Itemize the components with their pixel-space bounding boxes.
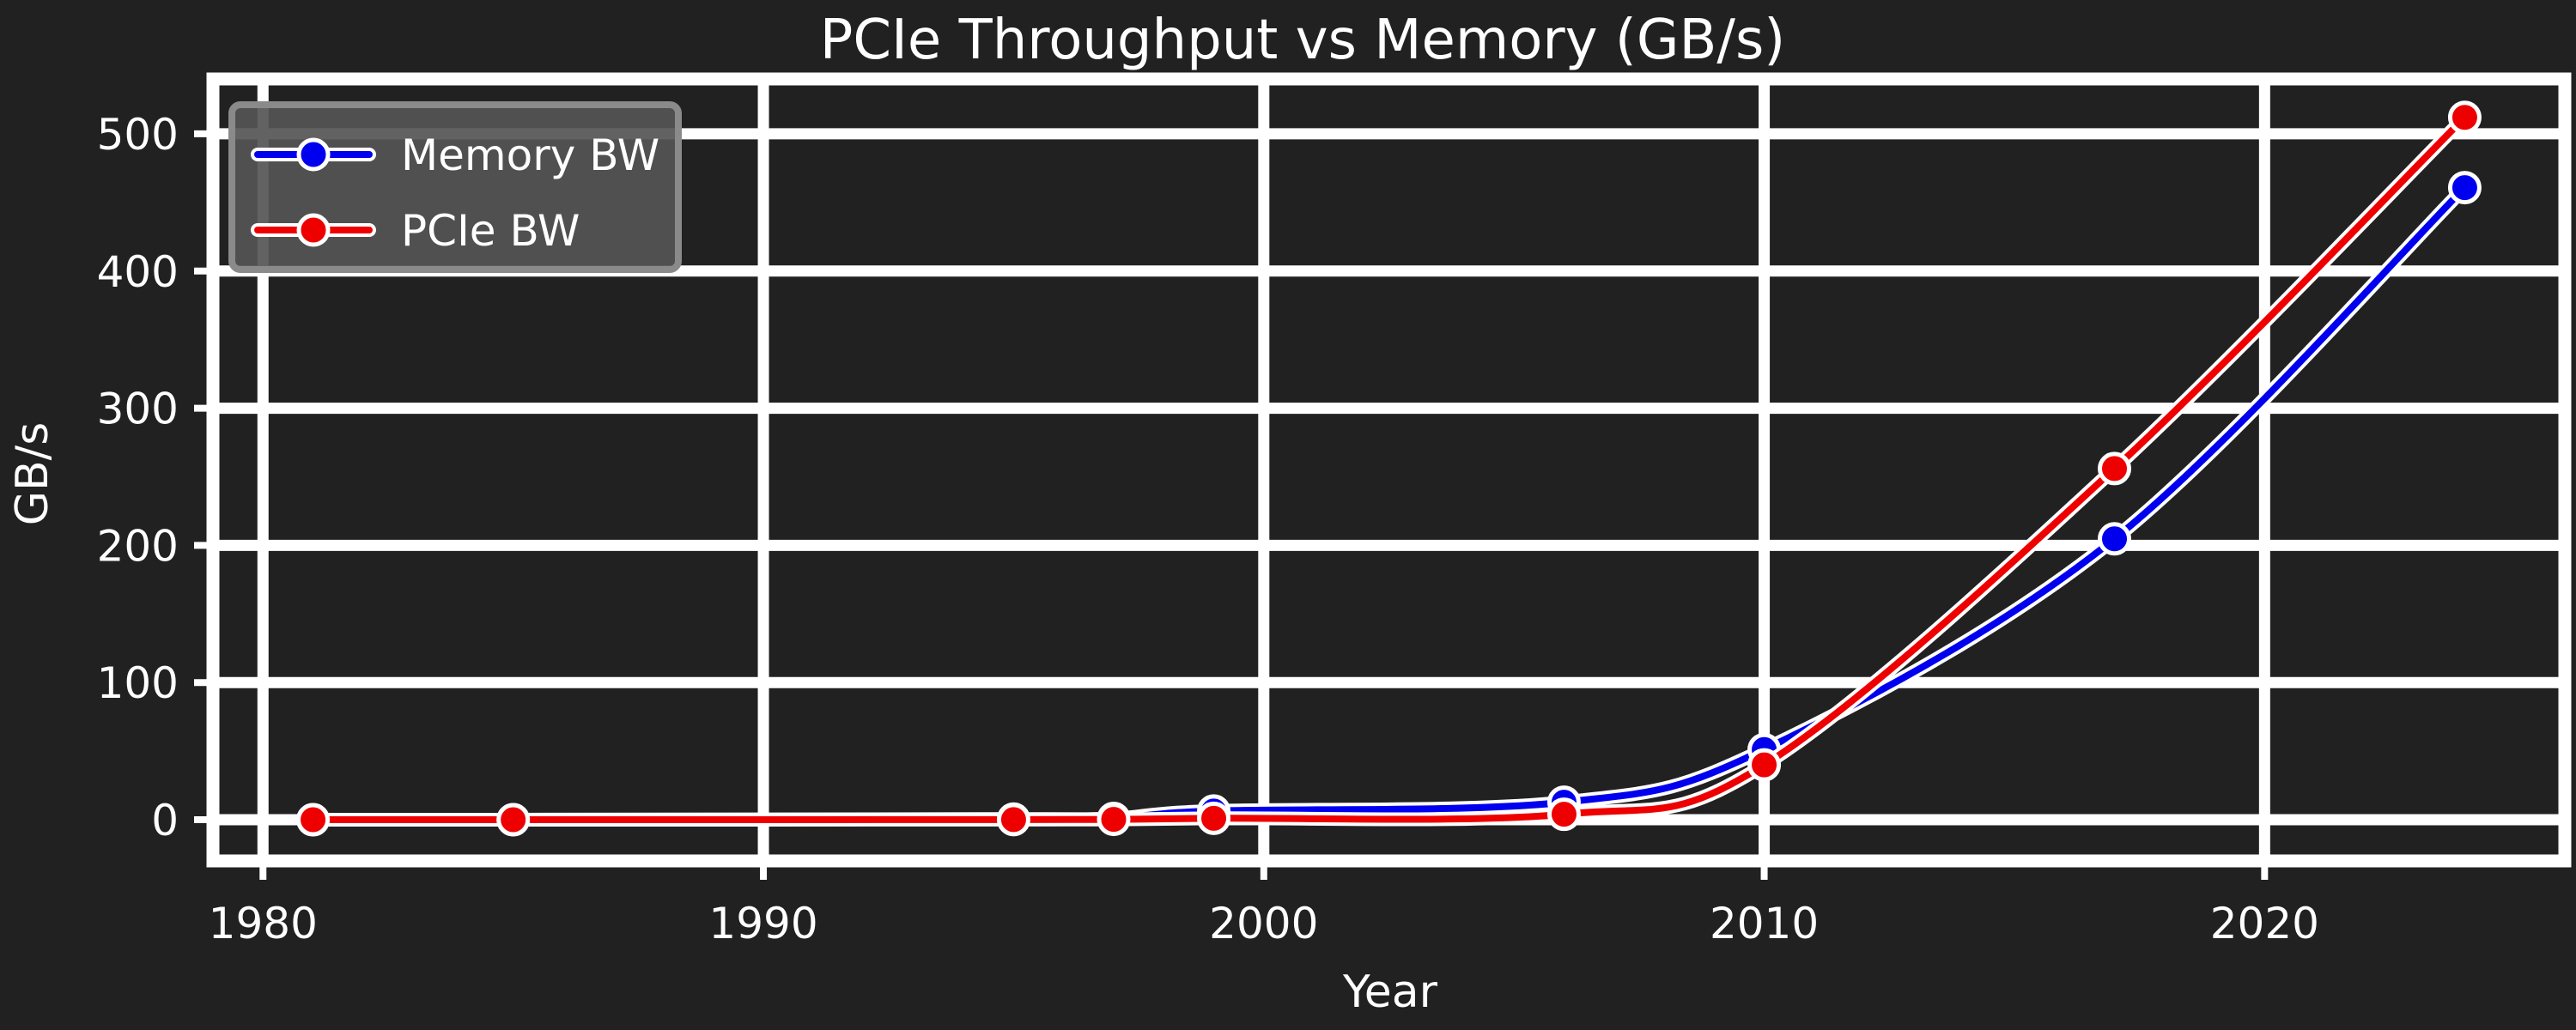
data-point xyxy=(2098,522,2132,556)
x-tick-label: 2020 xyxy=(2210,899,2319,948)
x-tick-label: 2010 xyxy=(1710,899,1819,948)
series-line xyxy=(309,184,2469,824)
plot-frame xyxy=(206,72,2572,868)
data-point xyxy=(2447,171,2482,205)
legend-label: Memory BW xyxy=(401,130,659,180)
data-point xyxy=(296,803,331,837)
y-tick-label: 200 xyxy=(97,521,179,571)
legend: Memory BW PCIe BW xyxy=(228,101,682,273)
y-axis-label: GB/s xyxy=(7,422,58,526)
data-point xyxy=(996,803,1030,837)
x-axis-label: Year xyxy=(1342,966,1438,1018)
data-point xyxy=(1097,803,1131,837)
axis-ticks: 1980 1990 2000 2010 2020 0 100 200 300 400 500 xyxy=(97,110,2319,948)
data-series xyxy=(296,100,2482,837)
data-point xyxy=(1546,797,1581,832)
data-point xyxy=(2098,451,2132,486)
series-pcie-bw xyxy=(296,100,2482,837)
chart-title: PCIe Throughput vs Memory (GB/s) xyxy=(820,9,1786,72)
y-tick-label: 300 xyxy=(97,385,179,434)
y-tick-label: 100 xyxy=(97,658,179,708)
y-tick-label: 0 xyxy=(151,796,179,845)
x-tick-label: 1980 xyxy=(209,899,318,948)
data-point xyxy=(1747,748,1782,782)
data-point xyxy=(1197,801,1231,835)
legend-marker xyxy=(296,137,331,172)
y-tick-label: 500 xyxy=(97,110,179,160)
x-tick-label: 1990 xyxy=(708,899,817,948)
plot-border xyxy=(206,72,2572,868)
series-line-outline xyxy=(306,180,2472,827)
legend-marker xyxy=(296,213,331,247)
legend-label: PCIe BW xyxy=(401,206,580,256)
x-tick-label: 2000 xyxy=(1209,899,1318,948)
data-point xyxy=(496,803,531,837)
y-tick-label: 400 xyxy=(97,247,179,297)
data-point xyxy=(2447,100,2482,135)
